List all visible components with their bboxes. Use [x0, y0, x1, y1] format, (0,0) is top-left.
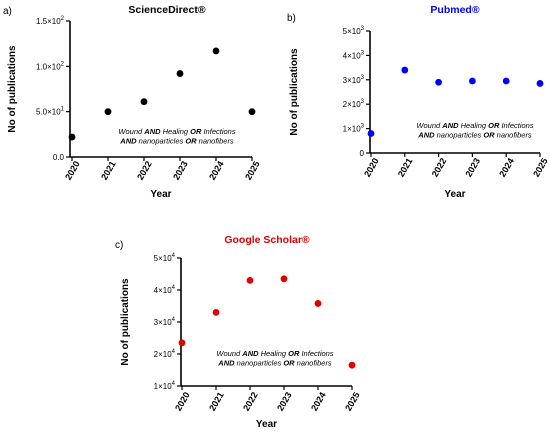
data-point — [68, 133, 76, 141]
data-point — [367, 130, 375, 137]
data-point — [140, 98, 148, 106]
data-point — [212, 47, 220, 55]
chart-panel-1: a) ScienceDirect® 0.0 5.0×101 1.0×102 1.5×102… — [3, 4, 262, 200]
x-tick-label: 2022 — [135, 159, 154, 181]
chart-title: ScienceDirect® — [128, 4, 205, 16]
query-annotation-line: AND nanoparticles OR nanofibers — [417, 131, 532, 140]
data-point — [280, 275, 288, 283]
query-annotation-line: Wound AND Healing OR Infections — [118, 127, 235, 136]
y-tick-label: 3×103 — [343, 75, 365, 85]
panel-label: c) — [115, 240, 123, 251]
x-tick-label: 2020 — [362, 156, 381, 178]
y-tick-label: 1×104 — [154, 381, 176, 391]
x-tick-label: 2023 — [171, 159, 190, 181]
data-point — [401, 66, 409, 74]
x-tick-label: 2023 — [463, 156, 482, 178]
x-tick-label: 2025 — [531, 156, 550, 178]
y-tick-label: 1.0×102 — [36, 61, 65, 71]
x-tick-label: 2025 — [343, 390, 362, 412]
data-point — [435, 78, 442, 86]
query-annotation-line: Wound AND Healing OR Infections — [216, 349, 333, 358]
x-axis-title: Year — [256, 419, 277, 430]
data-point — [246, 277, 254, 284]
x-tick-label: 2022 — [241, 390, 260, 412]
x-tick-label: 2024 — [207, 159, 226, 181]
chart-panel-2: b) Pubmed® 0 1×103 2×103 3×103 4×103 5×103 2020 2… — [287, 4, 550, 200]
chart-panel-3: c) Google Scholar® 1×104 2×104 3×104 4×104 5×1… — [115, 234, 362, 430]
y-tick-label: 0.0 — [53, 153, 65, 162]
x-tick-label: 2023 — [275, 390, 294, 412]
data-point — [176, 70, 184, 77]
y-axis-title: No of publications — [7, 45, 18, 133]
y-tick-label: 2×103 — [343, 99, 365, 109]
data-point — [212, 309, 220, 316]
x-tick-label: 2020 — [173, 390, 192, 412]
y-tick-label: 1.5×102 — [36, 16, 65, 26]
data-point — [502, 77, 510, 85]
x-tick-label: 2021 — [99, 159, 118, 181]
x-tick-label: 2021 — [207, 390, 226, 412]
x-axis-title: Year — [444, 189, 465, 200]
data-point — [248, 108, 256, 116]
data-point — [469, 77, 476, 85]
x-tick-label: 2024 — [497, 156, 516, 178]
y-axis-title: No of publications — [289, 48, 300, 136]
chart-title: Pubmed® — [430, 4, 479, 16]
y-tick-label: 4×103 — [343, 50, 365, 60]
panel-label: a) — [3, 6, 12, 17]
query-annotation-line: Wound AND Healing OR Infections — [416, 121, 533, 130]
query-annotation-line: AND nanoparticles OR nanofibers — [217, 359, 332, 368]
y-tick-label: 5×104 — [154, 253, 176, 263]
data-point — [348, 361, 356, 369]
y-tick-label: 1×103 — [343, 124, 365, 134]
y-tick-label: 5×103 — [343, 26, 365, 36]
y-tick-label: 0 — [360, 149, 365, 158]
chart-title: Google Scholar® — [224, 234, 310, 246]
query-annotation-line: AND nanoparticles OR nanofibers — [119, 137, 234, 146]
y-tick-label: 5.0×101 — [36, 107, 65, 117]
x-axis-title: Year — [150, 189, 171, 200]
x-tick-label: 2021 — [396, 156, 415, 178]
y-tick-label: 3×104 — [154, 317, 176, 327]
data-point — [178, 339, 186, 347]
x-tick-label: 2024 — [309, 390, 328, 412]
data-point — [536, 80, 544, 87]
x-tick-label: 2020 — [63, 159, 82, 181]
y-axis-title: No of publications — [120, 278, 131, 366]
panel-label: b) — [287, 13, 296, 24]
data-point — [104, 108, 112, 116]
data-point — [314, 300, 322, 307]
x-tick-label: 2025 — [243, 159, 262, 181]
y-tick-label: 2×104 — [154, 349, 176, 359]
x-tick-label: 2022 — [430, 156, 449, 178]
y-tick-label: 4×104 — [154, 285, 176, 295]
